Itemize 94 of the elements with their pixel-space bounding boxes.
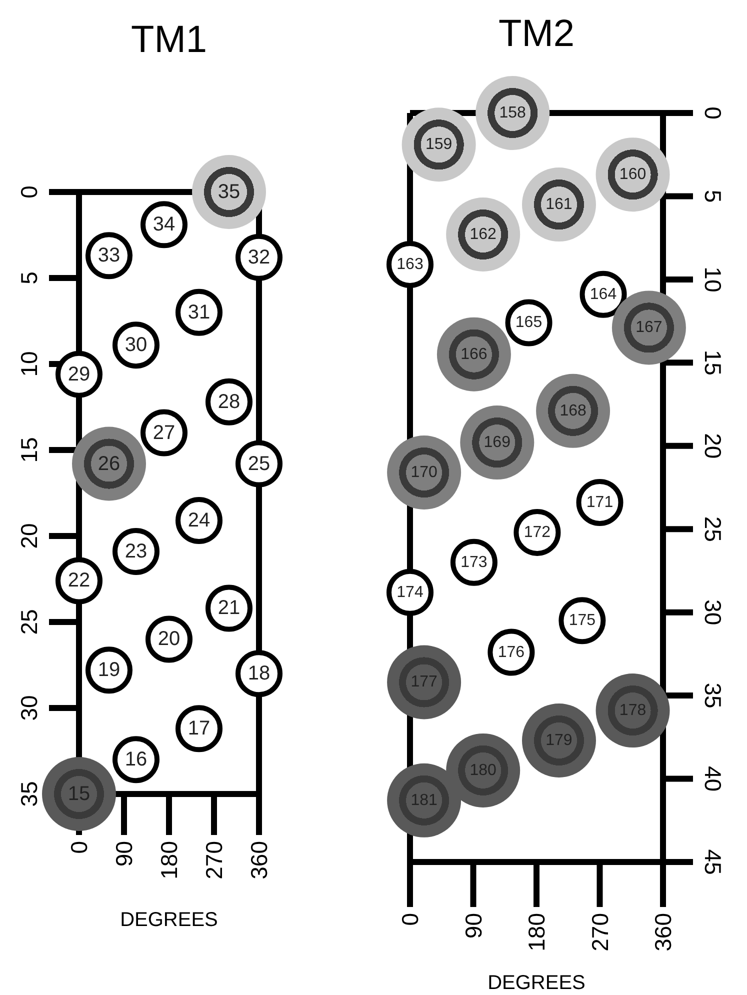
point [522,703,596,778]
chart-title: TM2 [498,13,574,55]
annotation: 18 [248,662,270,685]
annotation: 181 [410,792,438,809]
annotation: 166 [460,346,488,363]
y-tick-label: 10 [700,266,726,292]
annotation: 27 [152,422,176,444]
annotation: 180 [470,762,497,779]
annotation: 174 [396,584,424,601]
y-tick-label: 30 [700,600,726,626]
annotation: 29 [68,363,90,386]
annotation: 24 [188,510,210,532]
annotation: 159 [425,136,452,154]
point [596,138,670,212]
x-tick-label: 180 [156,841,182,880]
annotation: 20 [158,628,180,650]
annotation: 15 [68,783,90,805]
annotation: 158 [499,104,526,122]
annotation: 35 [218,181,240,203]
point [436,317,511,392]
point [192,155,266,229]
x-tick-label: 90 [460,913,486,939]
x-tick-label: 360 [246,841,272,880]
y-tick-label: 25 [16,609,42,635]
x-tick-label: 270 [586,913,613,952]
annotation: 34 [152,214,176,236]
y-tick-label: 20 [700,433,726,459]
point [72,426,146,501]
annotation: 162 [470,226,497,244]
annotation: 21 [218,597,240,620]
point [42,757,116,831]
y-tick-label: 5 [16,272,42,284]
y-tick-label: 15 [700,350,726,376]
y-tick-label: 35 [700,682,726,708]
y-tick-label: 15 [16,437,42,463]
annotation: 33 [98,244,120,267]
annotation: 169 [484,434,511,452]
annotation: 177 [410,674,438,691]
annotation: 175 [568,612,596,630]
x-tick-label: 0 [66,841,92,854]
annotation: 23 [124,540,148,562]
chart-title: TM1 [131,19,207,61]
x-axis-title: DEGREES [120,909,218,931]
annotation: 17 [188,718,210,740]
annotation: 176 [498,644,525,661]
point [387,645,462,720]
point [476,76,550,150]
annotation: 167 [636,319,662,336]
annotation: 173 [460,554,488,571]
x-tick-label: 90 [111,841,137,867]
annotation: 163 [396,256,424,273]
y-tick-label: 30 [16,695,42,721]
y-tick-label: 0 [700,106,726,120]
annotation: 168 [560,402,586,420]
y-tick-label: 40 [700,766,726,792]
annotation: 178 [619,702,646,720]
x-tick-label: 360 [650,913,676,952]
y-tick-label: 5 [700,190,726,203]
y-tick-label: 45 [700,849,726,875]
annotation: 25 [248,452,270,475]
point [522,168,596,242]
annotation: 31 [188,301,210,324]
point [536,374,610,448]
y-tick-label: 20 [16,523,42,549]
point [387,436,462,510]
y-tick-label: 10 [16,351,42,377]
annotation: 32 [248,246,270,268]
point [446,733,520,808]
annotation: 30 [124,334,148,356]
annotation: 171 [586,494,614,511]
y-tick-label: 25 [700,516,726,542]
annotation: 165 [515,314,542,332]
x-tick-label: 270 [201,841,227,880]
x-tick-label: 0 [397,913,423,926]
annotation: 172 [524,524,551,541]
y-tick-label: 0 [16,186,42,198]
point [446,198,520,272]
annotation: 19 [98,659,120,682]
point [387,763,462,838]
annotation: 26 [98,452,120,475]
point [460,406,534,480]
annotation: 179 [546,732,572,749]
x-axis-title: DEGREES [488,972,586,994]
annotation: 164 [590,286,617,303]
annotation: 160 [619,166,646,184]
x-tick-label: 180 [524,913,550,952]
point [402,108,476,182]
annotation: 161 [546,196,572,214]
y-tick-label: 35 [16,781,42,807]
annotation: 170 [410,464,438,482]
annotation: 22 [68,570,90,592]
point [596,674,670,748]
annotation: 28 [218,390,240,413]
annotation: 16 [124,748,148,771]
